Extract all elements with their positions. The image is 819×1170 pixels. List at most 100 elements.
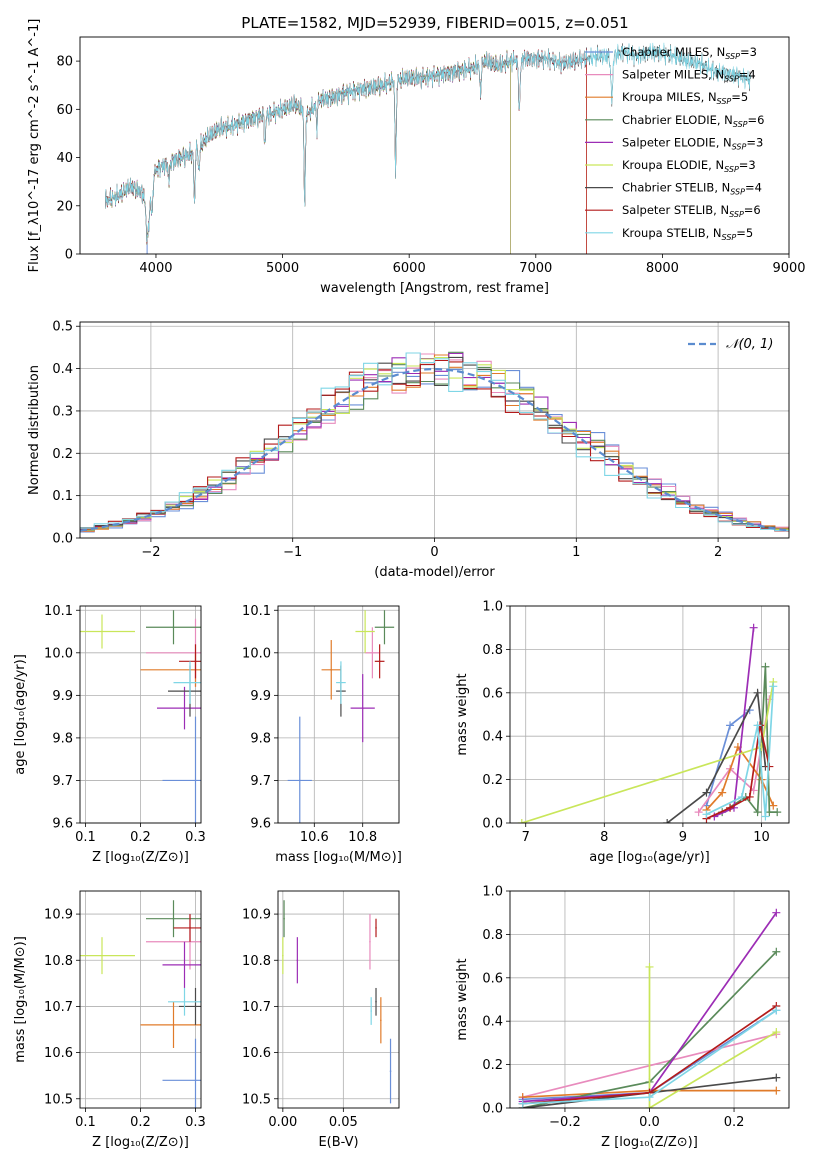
weight-marker <box>772 1073 781 1082</box>
data-point <box>101 630 103 633</box>
x-tick-label: 4000 <box>139 261 172 276</box>
x-tick-label: −0.2 <box>549 1115 581 1130</box>
chart-title: PLATE=1582, MJD=52939, FIBERID=0015, z=0… <box>241 14 628 32</box>
spectrum-line <box>105 48 587 254</box>
axes-frame <box>509 605 790 824</box>
x-tick-label: 0.05 <box>329 1115 358 1130</box>
plot-area <box>105 42 752 254</box>
x-tick-label: 10.6 <box>300 830 329 845</box>
y-tick-label: 9.8 <box>52 731 73 746</box>
axes-frame <box>79 36 790 255</box>
data-point <box>101 954 103 957</box>
axes-frame <box>79 321 790 539</box>
legend-entry: Salpeter ELODIE, NSSP=3 <box>622 135 763 151</box>
weight-marker <box>773 808 782 817</box>
y-tick-label: 1.0 <box>482 600 503 615</box>
data-point <box>364 630 366 633</box>
y-axis-label: Normed distribution <box>27 365 42 495</box>
legend-entry: 𝒩(0, 1) <box>726 337 773 352</box>
x-tick-label: −1 <box>283 545 302 560</box>
y-tick-label: 9.6 <box>250 817 271 832</box>
data-point <box>282 954 284 957</box>
data-point <box>172 626 175 629</box>
y-tick-label: 1.0 <box>482 885 503 900</box>
data-point <box>298 779 301 782</box>
x-tick-label: 10.8 <box>348 830 377 845</box>
y-tick-label: 0.1 <box>52 489 73 504</box>
y-tick-label: 40 <box>56 151 73 166</box>
data-point <box>183 707 186 709</box>
weight-marker <box>702 810 711 819</box>
x-axis-label: E(B-V) <box>318 1135 358 1150</box>
legend-entry: Chabrier MILES, NSSP=3 <box>622 45 757 61</box>
weight-marker <box>753 688 762 697</box>
weight-marker <box>772 1028 781 1037</box>
y-tick-label: 9.7 <box>250 774 271 789</box>
data-point <box>296 959 299 962</box>
data-point <box>189 681 191 684</box>
data-point <box>371 652 374 654</box>
data-point <box>194 1079 197 1082</box>
x-tick-label: 0.2 <box>130 830 151 845</box>
y-axis-label: mass weight <box>455 673 470 755</box>
y-tick-label: 0.3 <box>52 404 73 419</box>
weight-marker <box>726 803 735 812</box>
y-tick-label: 9.8 <box>250 731 271 746</box>
weight-marker <box>772 1086 781 1095</box>
x-tick-label: 0.1 <box>75 830 96 845</box>
weight-marker <box>772 1006 781 1015</box>
weight-marker <box>737 792 746 801</box>
weight-marker <box>761 812 770 821</box>
x-tick-label: 10 <box>753 830 770 845</box>
weight-marker <box>517 819 526 823</box>
weight-marker <box>718 788 727 797</box>
data-point <box>369 940 371 943</box>
x-tick-label: 5000 <box>266 261 299 276</box>
x-tick-label: 8 <box>600 830 608 845</box>
weight-marker <box>645 1093 654 1102</box>
spectrum-line <box>105 51 511 254</box>
weight-line <box>648 967 777 1108</box>
data-point <box>378 660 381 663</box>
legend-entry: Chabrier ELODIE, NSSP=6 <box>622 113 764 129</box>
y-tick-label: 0.0 <box>482 1102 503 1117</box>
panel-weight-vs-z: −0.2 0.0 0.2 0.0 0.2 0.4 0.6 0.8 1.0 Z [log₁₀(Z/Z… <box>455 885 790 1150</box>
weight-marker <box>645 1104 654 1108</box>
data-point <box>172 1024 175 1026</box>
legend-entry: Chabrier STELIB, NSSP=4 <box>622 181 762 197</box>
data-point <box>330 669 333 671</box>
y-tick-label: 20 <box>56 199 73 214</box>
data-point <box>361 707 364 709</box>
data-point <box>183 964 186 966</box>
plot-area <box>517 623 782 823</box>
data-point <box>194 779 197 782</box>
axes-frame <box>79 890 202 1109</box>
legend-entry: Kroupa ELODIE, NSSP=3 <box>622 158 756 174</box>
spectrum-line <box>105 48 587 254</box>
plot-area <box>80 610 201 823</box>
data-point <box>194 1005 197 1008</box>
y-tick-label: 80 <box>56 55 73 70</box>
weight-marker <box>765 808 774 817</box>
data-point <box>283 917 285 920</box>
x-axis-label: (data-model)/error <box>374 565 495 580</box>
y-tick-label: 9.6 <box>52 817 73 832</box>
x-tick-label: 0.3 <box>185 830 206 845</box>
x-tick-label: 0.2 <box>724 1115 745 1130</box>
x-tick-label: 7 <box>522 830 530 845</box>
y-tick-label: 0.4 <box>482 1015 503 1030</box>
y-tick-label: 9.7 <box>52 774 73 789</box>
x-tick-label: 0.3 <box>185 1115 206 1130</box>
weight-marker <box>518 1099 527 1108</box>
x-tick-label: 9000 <box>772 261 805 276</box>
y-tick-label: 9.9 <box>52 689 73 704</box>
weight-marker <box>753 808 762 817</box>
data-point <box>380 1019 382 1022</box>
legend-entry: Salpeter MILES, NSSP=4 <box>622 68 756 84</box>
panel-residuals: −2 −1 0 1 2 0.0 0.1 0.2 0.3 0.4 0.5 (data-model)/er… <box>27 320 790 580</box>
y-tick-label: 10.0 <box>44 646 73 661</box>
x-axis-label: mass [log₁₀(M/M⊙)] <box>275 850 402 865</box>
y-tick-label: 0.2 <box>482 1058 503 1073</box>
data-point <box>183 1001 186 1003</box>
y-tick-label: 0.8 <box>482 643 503 658</box>
